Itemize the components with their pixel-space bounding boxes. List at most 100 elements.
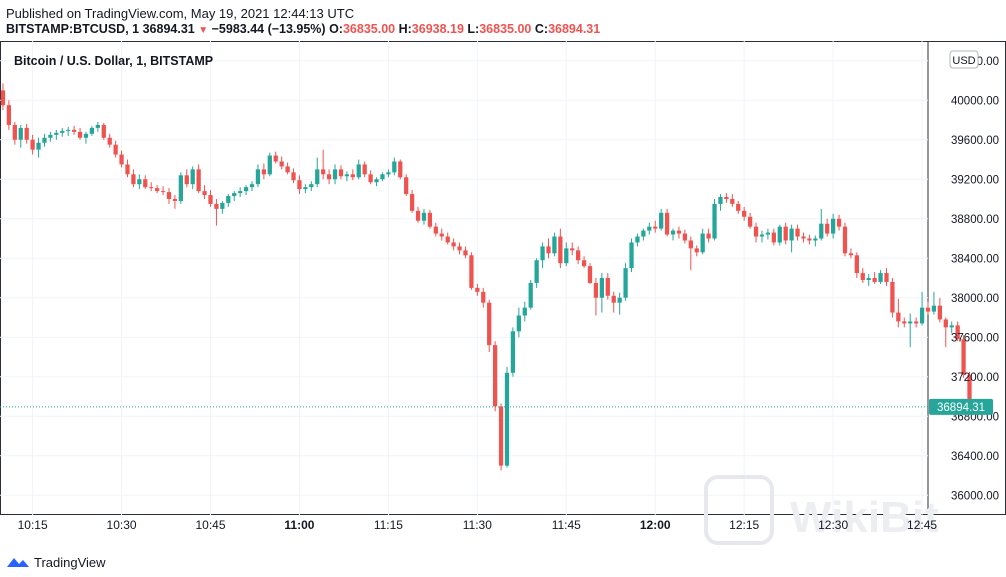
candle-body — [137, 179, 142, 185]
candle-body — [332, 169, 338, 180]
candle-body — [0, 90, 6, 106]
candle-body — [344, 174, 350, 177]
candle-body — [427, 212, 433, 227]
candle-body — [445, 236, 450, 243]
candle-body — [404, 177, 409, 195]
candle-body — [860, 273, 865, 280]
x-axis[interactable]: 10:15 10:30 10:45 11:00 11:15 11:30 11:45 12:00… — [18, 518, 938, 532]
chart-canvas[interactable]: WikiBit 36000.0036400.0036800.0037200.00… — [0, 41, 1006, 551]
candle-body — [202, 191, 207, 196]
candle-body — [131, 174, 136, 185]
candle-body — [380, 174, 385, 180]
candle-body — [795, 228, 800, 237]
candle-body — [676, 230, 682, 234]
candle-body — [487, 302, 492, 346]
candle-body — [908, 321, 913, 324]
candle-body — [700, 233, 705, 253]
candle-body — [510, 331, 516, 373]
candle-body — [830, 218, 836, 234]
candle-body — [504, 372, 510, 466]
candle-body — [635, 236, 640, 243]
candle-body — [439, 233, 444, 237]
x-tick-label: 11:30 — [463, 518, 492, 532]
candle-body — [558, 236, 563, 264]
candle-body — [214, 203, 219, 209]
candle-body — [688, 240, 693, 249]
candle-body — [285, 166, 290, 173]
candle-body — [6, 105, 12, 125]
candle-body — [570, 248, 575, 251]
candle-body — [220, 202, 225, 209]
x-tick-label: 12:45 — [907, 518, 937, 532]
candle-body — [338, 169, 344, 177]
candle-body — [374, 179, 379, 183]
candle-body — [546, 246, 551, 254]
candle-body — [564, 248, 569, 264]
watermark: WikiBit — [704, 475, 939, 545]
candle-body — [896, 312, 901, 322]
candle-body — [208, 195, 213, 204]
candle-body — [273, 155, 278, 162]
high-label: H: — [398, 22, 412, 36]
candle-body — [576, 250, 581, 261]
candle-body — [937, 305, 942, 320]
open-value: 36835.00 — [342, 22, 396, 36]
candle-body — [155, 188, 160, 192]
x-tick-label: 12:00 — [640, 518, 671, 532]
y-axis[interactable]: 36000.0036400.0036800.0037200.0037600.00… — [951, 56, 999, 503]
candle-body — [77, 131, 83, 138]
candle-body — [279, 161, 284, 167]
candle-body — [925, 307, 931, 312]
candle-body — [902, 321, 907, 324]
candle-body — [481, 291, 486, 303]
candle-body — [789, 228, 794, 241]
candle-body — [647, 226, 652, 231]
candle-body — [611, 295, 616, 303]
candle-body — [101, 124, 106, 138]
candle-body — [196, 169, 201, 192]
last-price: 36894.31 — [142, 22, 195, 36]
candle-body — [961, 339, 966, 375]
watermark-logo-icon — [704, 475, 774, 545]
candle-body — [350, 174, 355, 178]
candle-body — [783, 226, 788, 241]
candle-body — [143, 179, 148, 188]
candle-body — [54, 132, 59, 135]
x-tick-label: 10:45 — [195, 518, 225, 532]
candle-body — [475, 287, 480, 292]
symbol-label: BITSTAMP:BTCUSD, 1 — [6, 22, 140, 36]
candle-body — [682, 233, 688, 241]
candle-body — [303, 187, 308, 190]
candle-body — [172, 199, 178, 201]
chart-frame[interactable]: WikiBit 36000.00 36400.00 36800.00 37200.00… — [0, 41, 1006, 551]
candle-body — [878, 273, 883, 282]
candle-body — [125, 164, 130, 175]
y-tick-label: 37600.00 — [951, 332, 999, 344]
currency-button[interactable]: USD — [949, 50, 979, 69]
candle-body — [398, 161, 403, 178]
tradingview-logo-icon — [7, 558, 29, 567]
candle-body — [12, 124, 17, 140]
candle-body — [724, 197, 729, 199]
footer-brand[interactable]: TradingView — [34, 554, 106, 570]
candle-body — [516, 315, 521, 332]
candle-body — [66, 129, 71, 131]
candle-body — [42, 137, 47, 143]
candle-body — [664, 212, 670, 235]
candle-body — [421, 212, 427, 221]
candle-body — [842, 226, 848, 254]
candle-body — [386, 172, 391, 175]
candle-body — [184, 175, 189, 185]
candle-body — [30, 139, 35, 150]
candle-body — [753, 226, 759, 237]
candle-body — [243, 187, 249, 192]
candle-body — [267, 155, 272, 175]
candle-body — [623, 268, 628, 298]
candle-body — [534, 260, 539, 283]
candle-body — [884, 273, 889, 282]
x-tick-label: 10:30 — [107, 518, 137, 532]
candle-body — [653, 226, 658, 229]
candle-body — [522, 307, 527, 316]
footer[interactable]: TradingView — [6, 551, 106, 573]
candle-body — [469, 255, 474, 288]
